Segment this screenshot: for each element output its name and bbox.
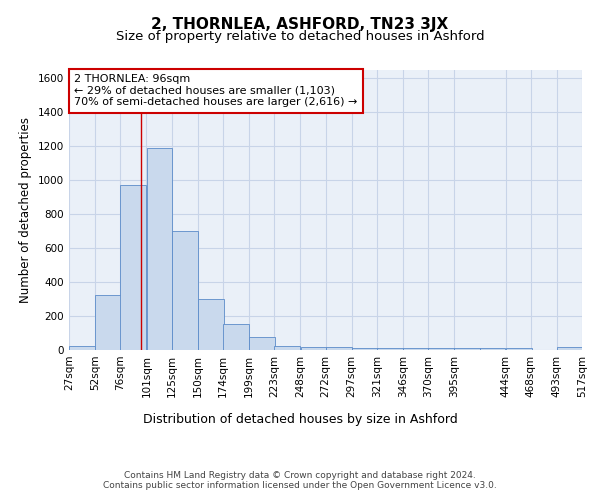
Bar	[274, 346, 300, 350]
Bar	[121, 186, 146, 350]
Y-axis label: Number of detached properties: Number of detached properties	[19, 117, 32, 303]
Bar	[146, 148, 172, 350]
Bar	[172, 231, 197, 350]
Text: 2, THORNLEA, ASHFORD, TN23 3JX: 2, THORNLEA, ASHFORD, TN23 3JX	[151, 18, 449, 32]
Bar	[301, 346, 326, 350]
Bar	[479, 348, 505, 350]
Bar	[95, 295, 121, 350]
Text: Size of property relative to detached houses in Ashford: Size of property relative to detached ho…	[116, 30, 484, 43]
Bar	[506, 348, 532, 350]
Text: Contains HM Land Registry data © Crown copyright and database right 2024.
Contai: Contains HM Land Registry data © Crown c…	[103, 470, 497, 490]
Bar	[69, 346, 95, 350]
Bar	[454, 348, 480, 350]
Text: Distribution of detached houses by size in Ashford: Distribution of detached houses by size …	[143, 412, 457, 426]
Bar	[326, 348, 352, 350]
Bar	[377, 348, 403, 350]
Bar	[403, 348, 429, 350]
Bar	[352, 348, 377, 350]
Bar	[223, 324, 249, 350]
Bar	[428, 348, 454, 350]
Bar	[249, 338, 275, 350]
Bar	[557, 348, 583, 350]
Text: 2 THORNLEA: 96sqm
← 29% of detached houses are smaller (1,103)
70% of semi-detac: 2 THORNLEA: 96sqm ← 29% of detached hous…	[74, 74, 358, 108]
Bar	[198, 299, 224, 350]
